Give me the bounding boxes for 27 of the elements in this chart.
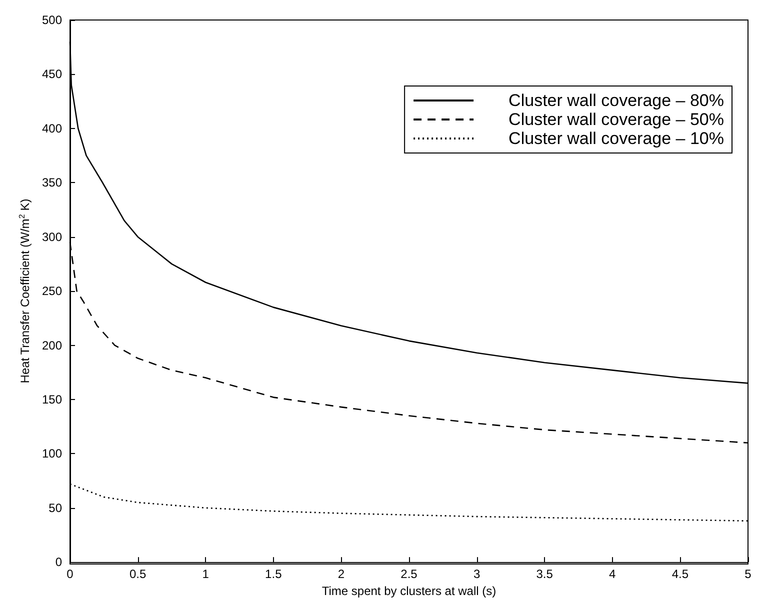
x-tick-label: 1 (202, 567, 210, 582)
y-tick-label: 300 (42, 230, 62, 244)
x-tick-label: 3 (473, 567, 480, 582)
y-tick-label: 50 (48, 500, 62, 515)
y-tick-label: 500 (42, 13, 62, 27)
x-tick-label: 1.5 (265, 567, 282, 582)
legend-label: Cluster wall coverage – 80% (508, 91, 724, 110)
legend-label: Cluster wall coverage – 50% (508, 110, 724, 129)
y-tick-label: 450 (42, 67, 62, 82)
x-tick-label: 0 (66, 567, 74, 582)
y-tick-label: 200 (42, 338, 62, 352)
x-tick-label: 4 (609, 567, 616, 582)
x-axis-title: Time spent by clusters at wall (s) (322, 584, 496, 598)
x-tick-label: 0.5 (129, 567, 146, 582)
y-tick-label: 150 (42, 392, 62, 406)
legend-label: Cluster wall coverage – 10% (508, 129, 724, 148)
y-tick-label: 100 (42, 446, 62, 461)
x-tick-label: 2 (338, 567, 345, 582)
y-tick-label: 250 (42, 284, 62, 298)
x-tick-label: 3.5 (536, 567, 554, 582)
x-tick-label: 5 (744, 567, 752, 582)
y-axis-title: Heat Transfer Coefficient (W/m2 K) (18, 198, 32, 384)
y-tick-label: 400 (42, 121, 62, 136)
y-tick-label: 0 (55, 555, 62, 570)
y-tick-label: 350 (42, 176, 62, 190)
x-tick-label: 2.5 (400, 567, 418, 582)
x-tick-label: 4.5 (672, 567, 689, 582)
